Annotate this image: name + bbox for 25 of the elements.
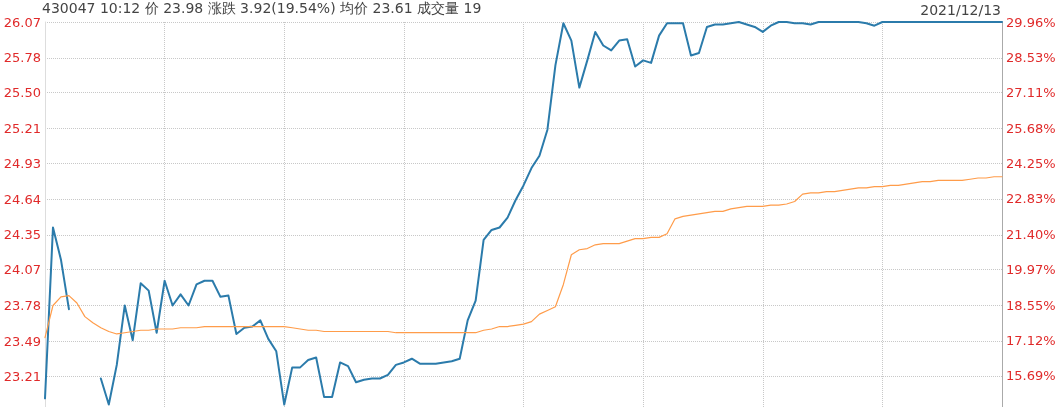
y-tick-label: 23.21 (3, 368, 41, 384)
y2-tick-label: 25.68% (1006, 120, 1056, 136)
line-series (44, 176, 1003, 339)
y2-tick-label: 17.12% (1006, 333, 1056, 349)
chart-title: 430047 10:12 价 23.98 涨跌 3.92(19.54%) 均价 23.61 成交量 19 (42, 0, 482, 16)
y2-tick-label: 21.40% (1006, 226, 1056, 242)
y-tick-label: 25.78 (3, 50, 41, 66)
y2-tick-label: 18.55% (1006, 297, 1056, 313)
y2-tick-label: 22.83% (1006, 191, 1056, 207)
y-tick-label: 25.50 (3, 85, 41, 101)
y-tick-label: 24.07 (3, 262, 41, 278)
y2-tick-label: 19.97% (1006, 262, 1056, 278)
y-tick-label: 24.35 (3, 227, 41, 243)
y-tick-label: 23.78 (3, 297, 41, 313)
y-tick-label: 24.93 (3, 155, 41, 171)
y2-tick-label: 24.25% (1006, 156, 1056, 172)
text: 2021/12/13 (920, 2, 1001, 18)
y-tick-label: 25.21 (3, 120, 41, 136)
y-tick-label: 24.64 (3, 191, 41, 207)
y2-tick-label: 15.69% (1006, 368, 1056, 384)
y2-tick-label: 29.96% (1006, 14, 1056, 30)
y-tick-label: 23.49 (3, 333, 41, 349)
y2-tick-label: 27.11% (1006, 85, 1056, 101)
y-tick-label: 26.07 (3, 14, 41, 30)
y2-tick-label: 28.53% (1006, 49, 1056, 65)
